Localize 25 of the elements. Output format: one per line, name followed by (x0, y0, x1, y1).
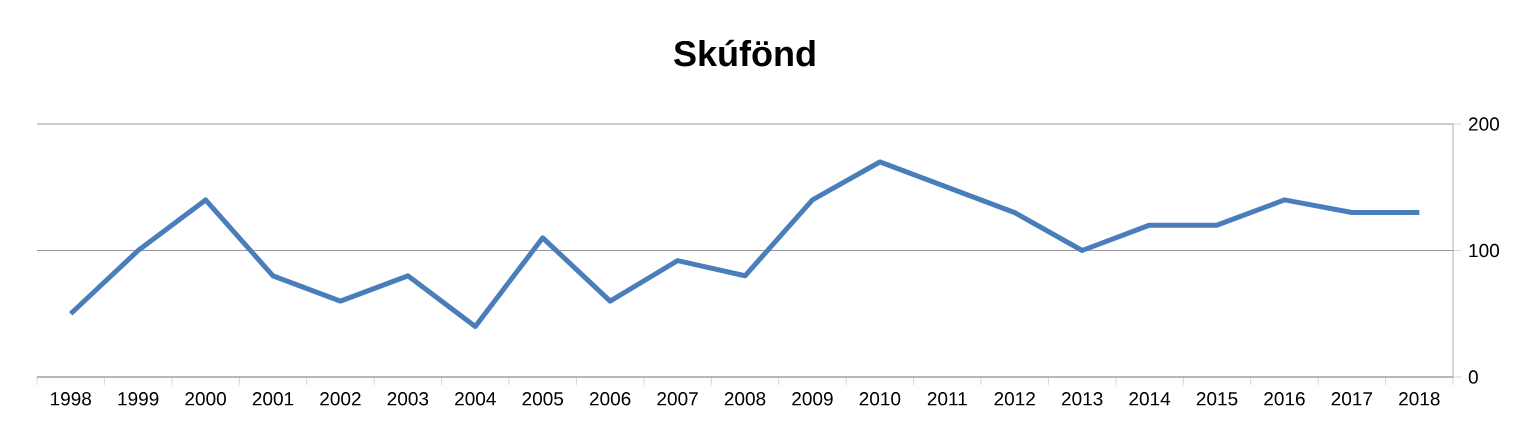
y-tick-label: 100 (1469, 243, 1499, 258)
x-tick-label: 2015 (1196, 392, 1238, 406)
x-tick-label: 2008 (724, 392, 766, 406)
x-tick-label: 2007 (657, 392, 698, 406)
x-tick-label: 2006 (589, 392, 631, 406)
x-tick-label: 2018 (1399, 392, 1440, 406)
x-tick-label: 1999 (118, 392, 159, 406)
x-tick-label: 2009 (792, 392, 833, 406)
x-tick-label: 2010 (859, 392, 901, 406)
y-tick-label: 0 (1468, 370, 1478, 384)
x-tick-label: 2004 (455, 392, 496, 406)
x-tick-label: 2016 (1264, 392, 1305, 406)
x-tick-label: 2012 (994, 392, 1035, 406)
x-tick-label: 2011 (927, 392, 967, 406)
x-tick-label: 2001 (252, 392, 294, 406)
x-tick-label: 2002 (320, 392, 361, 406)
x-tick-label: 2005 (522, 392, 564, 406)
x-tick-label: 2013 (1061, 392, 1103, 406)
chart-title: Skúfönd (674, 39, 815, 67)
x-tick-label: 2000 (185, 392, 226, 406)
x-tick-label: 2017 (1331, 392, 1373, 406)
x-tick-label: 2003 (387, 392, 429, 406)
x-tick-label: 1998 (51, 392, 92, 406)
x-tick-label: 2014 (1129, 392, 1171, 406)
y-tick-label: 200 (1469, 117, 1499, 131)
